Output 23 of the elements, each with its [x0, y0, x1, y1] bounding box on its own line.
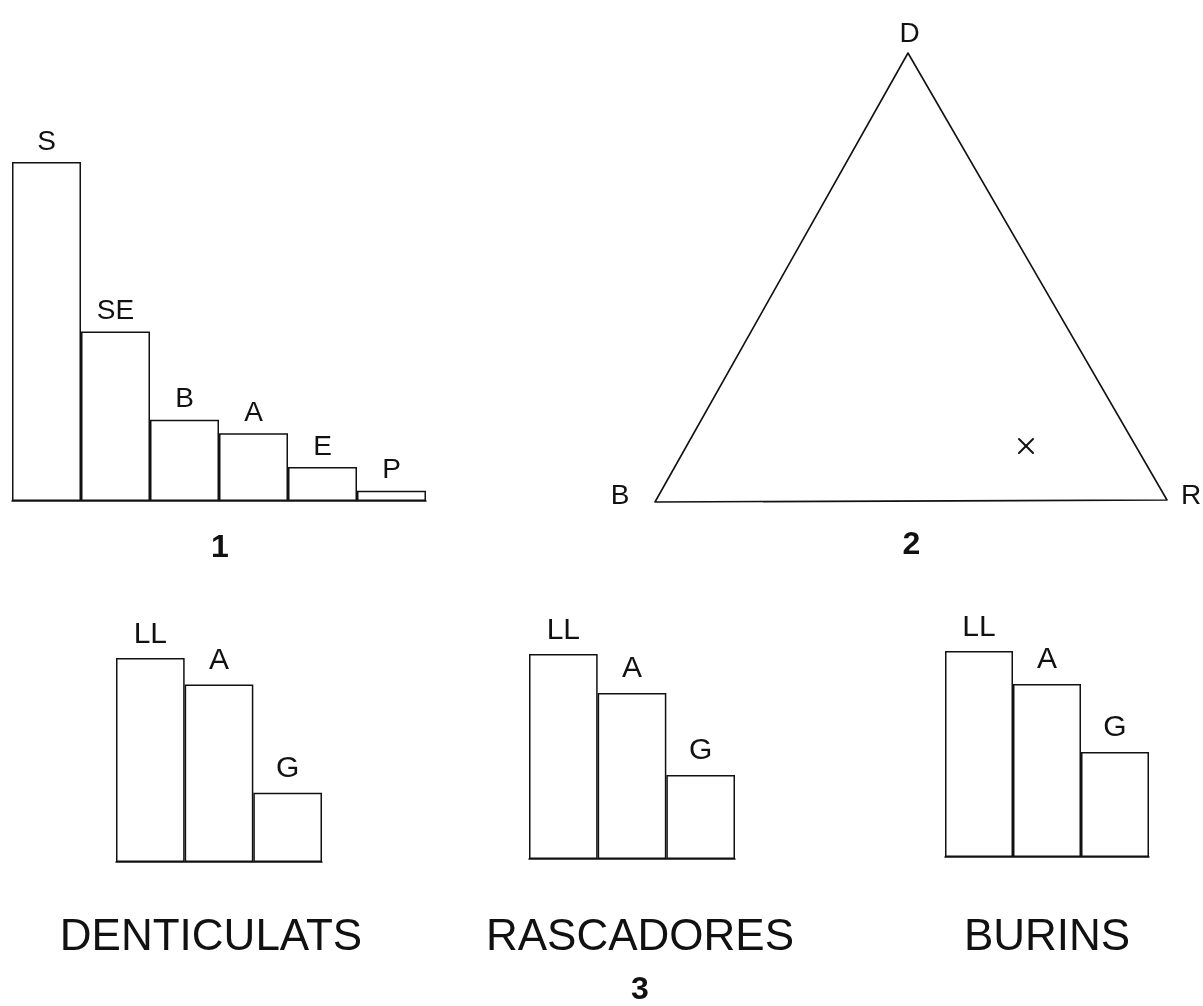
- x-tick-label: A: [208, 642, 230, 676]
- x-tick-label: G: [688, 732, 713, 766]
- text: 2: [902, 525, 921, 561]
- x-tick-label: LL: [962, 608, 996, 642]
- text: RASCADORES: [485, 909, 795, 959]
- x-tick-label: S: [37, 124, 56, 156]
- x-tick-label: A: [1036, 641, 1058, 675]
- text: R: [1180, 478, 1202, 510]
- x-tick-label: G: [1103, 709, 1127, 743]
- text: B: [610, 478, 630, 510]
- text: D: [899, 16, 920, 48]
- x-tick-label: LL: [133, 615, 168, 649]
- text: DENTICULATS: [59, 909, 363, 959]
- text: BURINS: [963, 909, 1131, 959]
- x-tick-label: A: [621, 650, 643, 684]
- text: 3: [631, 970, 649, 1006]
- x-tick-label: E: [313, 429, 332, 461]
- text: 1: [211, 528, 229, 564]
- x-tick-label: G: [275, 750, 300, 784]
- x-tick-label: P: [382, 453, 401, 485]
- x-tick-label: SE: [96, 294, 135, 325]
- x-tick-label: A: [244, 395, 264, 427]
- x-tick-label: LL: [546, 611, 581, 645]
